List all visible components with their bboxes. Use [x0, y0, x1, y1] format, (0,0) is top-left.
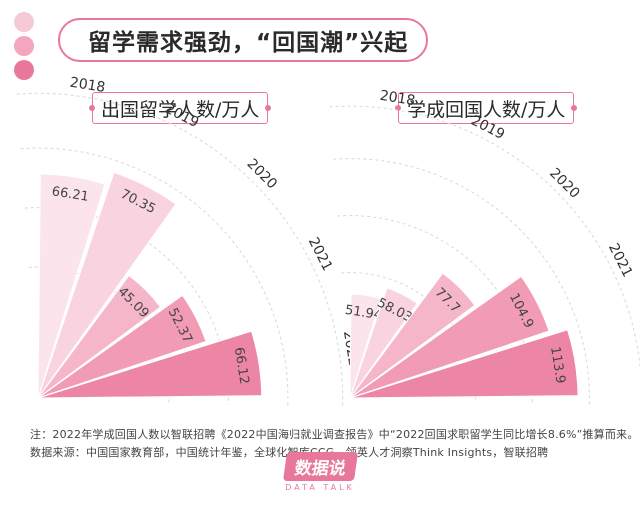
chart0-bar-2018	[37, 173, 106, 399]
right-chart-title-text: 学成回国人数/万人	[407, 98, 566, 121]
footnote: 注：2022年学成回国人数以智联招聘《2022中国海归就业调查报告》中“2022…	[30, 428, 639, 441]
right-chart-title: 学成回国人数/万人	[394, 92, 578, 124]
chart1-guide-arc-2	[333, 158, 590, 407]
chart1-guide-arc-3	[329, 105, 640, 371]
brand-logo-main: 数据说	[282, 452, 358, 481]
brand-logo-sub: DATA TALK	[285, 483, 355, 492]
chart0-value-label-2022: 66.12	[231, 346, 252, 385]
left-chart-title-text: 出国留学人数/万人	[101, 98, 260, 121]
chart1-bar-2019	[349, 287, 418, 399]
dot-dark	[14, 60, 34, 80]
decorative-dots	[14, 12, 38, 84]
chart1-bar-2022	[349, 329, 579, 399]
chart0-bar-2021	[37, 294, 207, 399]
brand-logo: 数据说 DATA TALK	[275, 452, 365, 492]
chart1-value-label-2022: 113.9	[547, 346, 568, 385]
chart1-year-label-2021: 2021	[605, 241, 635, 280]
chart0-guide-arc-2	[20, 147, 289, 407]
chart0-year-label-2019: 2019	[162, 101, 201, 131]
chart1-year-label-2019: 2019	[468, 113, 507, 143]
left-chart-title: 出国留学人数/万人	[88, 92, 272, 124]
chart1-bar-2018	[349, 293, 382, 399]
chart0-value-label-2018: 66.21	[51, 184, 90, 205]
chart1-guide-arc-1	[337, 215, 533, 405]
dot-medium	[14, 36, 34, 56]
dot-light	[14, 12, 34, 32]
chart1-bar-2020	[349, 272, 476, 399]
chart0-year-label-2020: 2020	[244, 156, 281, 193]
chart0-bar-2022	[37, 330, 263, 399]
page-title: 留学需求强劲，“回国潮”兴起	[58, 18, 428, 62]
chart1-year-label-2020: 2020	[546, 165, 583, 202]
chart0-year-label-2018: 2018	[69, 75, 107, 96]
chart1-value-label-2018: 51.94	[344, 303, 383, 324]
chart0-guide-arc-3	[16, 92, 344, 409]
page-title-text: 留学需求强劲，“回国潮”兴起	[88, 30, 409, 56]
chart1-year-label-2018: 2018	[379, 88, 417, 109]
chart0-year-label-2021: 2021	[305, 235, 335, 274]
chart0-bar-2019	[37, 171, 177, 399]
chart1-bar-2021	[349, 275, 550, 399]
chart0-bar-2020	[37, 274, 162, 399]
